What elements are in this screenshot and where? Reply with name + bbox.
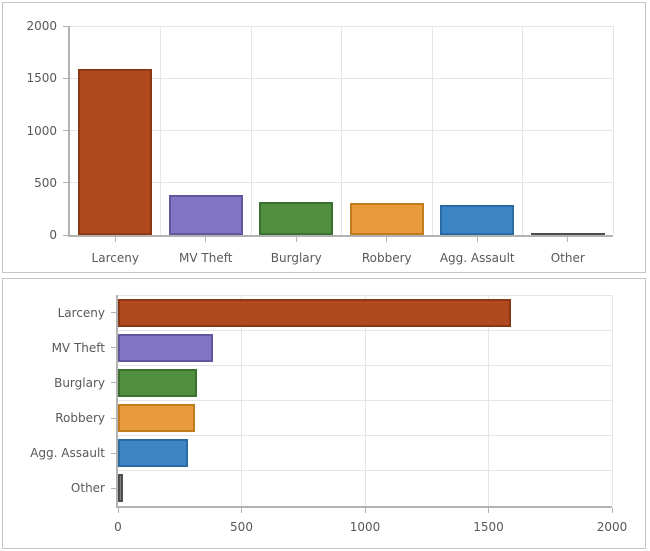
bar-mv-theft[interactable] [118, 334, 213, 362]
y-axis-tick [111, 382, 116, 384]
gridline [611, 295, 613, 506]
y-axis-tick [63, 25, 68, 27]
x-axis-line [68, 235, 613, 237]
value-axis-label: 1500 [473, 520, 504, 534]
gridline [250, 26, 252, 235]
value-axis-label: 1000 [349, 520, 381, 534]
category-axis-label: Burglary [54, 375, 105, 390]
value-axis-label: 0 [49, 228, 57, 242]
category-axis-label: Robbery [55, 411, 105, 426]
x-axis-tick [611, 508, 613, 513]
y-axis-tick [63, 130, 68, 131]
bar-other[interactable] [118, 474, 123, 502]
y-axis-tick [63, 234, 68, 236]
gridline [118, 435, 612, 437]
value-axis-label: 1500 [26, 71, 57, 86]
bar-mv-theft[interactable] [169, 195, 243, 235]
x-axis-tick [364, 508, 366, 513]
gridline [118, 329, 612, 331]
gridline [118, 470, 612, 472]
y-axis-line [68, 26, 70, 237]
category-axis-label: Other [550, 251, 585, 265]
category-axis-label: Other [70, 481, 105, 496]
y-axis-line [116, 295, 118, 508]
x-axis-tick [567, 237, 569, 242]
category-axis-label: Robbery [361, 251, 412, 265]
gridline [341, 26, 342, 235]
bar-agg-assault[interactable] [440, 205, 514, 235]
gridline [118, 364, 612, 366]
category-axis-label: Larceny [91, 251, 139, 265]
vertical-bar-chart-plot: 0 500 1000 1500 2000 Larceny MV Theft Burglary R… [26, 19, 614, 265]
value-axis-label: 2000 [26, 19, 57, 33]
value-axis-label: 2000 [596, 520, 628, 534]
gridline [118, 400, 612, 401]
gridline [160, 26, 161, 235]
x-axis-tick [386, 237, 388, 242]
category-axis-label: Burglary [270, 251, 322, 265]
category-axis-label: MV Theft [51, 340, 105, 355]
gridline [612, 26, 614, 235]
bar-robbery[interactable] [118, 404, 195, 432]
gridline [118, 295, 612, 296]
y-axis-tick [63, 77, 68, 79]
y-axis-tick [111, 487, 116, 489]
y-axis-tick [111, 417, 116, 419]
x-axis-tick [476, 237, 478, 242]
category-axis-label: Agg. Assault [439, 251, 515, 265]
value-axis-label: 500 [230, 520, 253, 534]
x-axis-tick [117, 508, 119, 513]
y-axis-tick [63, 182, 68, 184]
gridline [522, 26, 523, 235]
category-axis-label: Agg. Assault [30, 446, 105, 461]
vertical-bar-chart-panel: 0 500 1000 1500 2000 Larceny MV Theft Burglary R… [2, 2, 646, 273]
x-axis-tick [114, 237, 116, 242]
x-axis-tick [295, 237, 297, 242]
bar-larceny[interactable] [118, 299, 511, 327]
x-axis-line [116, 506, 612, 508]
y-axis-tick [111, 347, 116, 349]
horizontal-bar-chart-panel: Larceny MV Theft Burglary Robbery Agg. Assau… [2, 278, 646, 549]
gridline [431, 26, 433, 235]
x-axis-tick [241, 508, 242, 513]
x-axis-tick [488, 508, 489, 513]
horizontal-bar-chart-plot: Larceny MV Theft Burglary Robbery Agg. Assau… [30, 295, 627, 534]
category-axis-label: Larceny [57, 305, 105, 320]
value-axis-label: 0 [114, 520, 122, 534]
value-axis-label: 500 [34, 175, 57, 190]
bar-robbery[interactable] [350, 203, 424, 235]
bar-burglary[interactable] [118, 369, 197, 397]
y-axis-tick [111, 452, 116, 454]
y-axis-tick [111, 312, 116, 314]
value-axis-label: 1000 [26, 123, 57, 138]
category-axis-label: MV Theft [179, 251, 233, 265]
bar-burglary[interactable] [259, 202, 333, 235]
x-axis-tick [205, 237, 207, 242]
bar-larceny[interactable] [78, 69, 152, 235]
bar-agg-assault[interactable] [118, 439, 188, 467]
